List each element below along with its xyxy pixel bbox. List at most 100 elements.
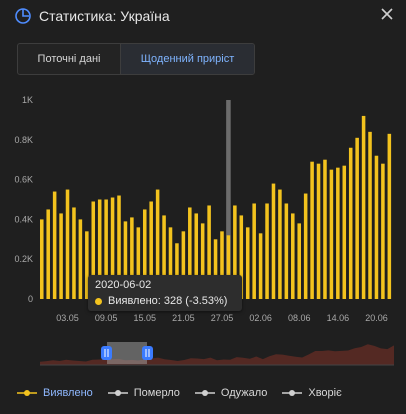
bar [252, 203, 256, 299]
x-tick-label: 20.06 [365, 313, 388, 323]
bar [355, 137, 359, 299]
legend-label: Хворіє [308, 387, 342, 399]
view-tabs: Поточні дані Щоденний приріст [17, 43, 255, 75]
bar [85, 231, 89, 299]
bar [220, 231, 224, 299]
navigator-area [40, 344, 394, 365]
bar [123, 221, 128, 299]
bar [117, 195, 121, 299]
tooltip-series-dot [95, 298, 102, 305]
range-navigator [40, 342, 394, 366]
bar [181, 231, 186, 299]
x-tick-label: 02.06 [249, 313, 272, 323]
bar [97, 199, 102, 299]
bar [72, 207, 76, 299]
navigator-right-handle[interactable] [142, 346, 153, 360]
x-tick-label: 27.05 [211, 313, 234, 323]
y-tick-label: 0.2K [14, 254, 33, 264]
tooltip-value: Виявлено: 328 (-3.53%) [108, 295, 228, 307]
bar [329, 169, 334, 299]
bar [200, 223, 205, 299]
bar [271, 183, 276, 299]
legend-label: Померло [133, 387, 180, 399]
bar [104, 199, 108, 299]
bar [175, 243, 179, 299]
y-tick-label: 0.4K [14, 214, 33, 224]
x-tick-label: 14.06 [327, 313, 350, 323]
bar [245, 227, 250, 299]
x-tick-label: 15.05 [133, 313, 156, 323]
bar [316, 163, 321, 299]
bar [387, 133, 392, 299]
legend-line-icon [194, 390, 215, 396]
bar [136, 227, 141, 299]
bar [162, 215, 166, 299]
close-icon[interactable] [379, 6, 395, 22]
bar [207, 205, 211, 299]
bar [168, 227, 173, 299]
bar [374, 155, 379, 299]
tab-current-data[interactable]: Поточні дані [18, 44, 121, 74]
bar [226, 235, 231, 299]
bar [213, 239, 218, 299]
bar [297, 223, 301, 299]
legend-label: Одужало [220, 387, 268, 399]
legend-item-detected[interactable]: Виявлено [16, 387, 93, 399]
bar [59, 213, 63, 299]
bar [233, 205, 237, 299]
bar [265, 203, 269, 299]
legend-label: Виявлено [43, 387, 93, 399]
bar [310, 161, 314, 299]
chart-tooltip: 2020-06-02 Виявлено: 328 (-3.53%) [88, 275, 242, 311]
legend-line-icon [107, 390, 128, 396]
y-tick-label: 1K [22, 95, 33, 105]
legend-item-sick[interactable]: Хворіє [281, 387, 342, 399]
bar [348, 147, 353, 299]
bar [142, 209, 147, 299]
y-tick-label: 0 [28, 294, 33, 304]
bar [381, 163, 385, 299]
bar [46, 209, 50, 299]
bar [110, 197, 115, 299]
hover-highlight-band [226, 100, 231, 299]
legend-item-recovered[interactable]: Одужало [194, 387, 268, 399]
bar [284, 203, 289, 299]
bar [361, 115, 366, 299]
bar [342, 165, 347, 299]
bar [323, 159, 327, 299]
navigator-left-handle[interactable] [101, 346, 112, 360]
window-header: Статистика: Україна [0, 0, 406, 32]
daily-bar-chart: 0 0.2K 0.4K 0.6K 0.8K 1K 03.05 09.05 15.05 21.05 2… [14, 95, 392, 323]
bar [239, 215, 244, 299]
bar [278, 189, 282, 299]
bar [78, 219, 83, 299]
bar [65, 189, 70, 299]
bar [40, 219, 44, 299]
legend-line-icon [282, 390, 303, 396]
statistics-icon [15, 8, 31, 24]
chart-legend: Виявлено Померло Одужало Хворіє [16, 387, 356, 399]
legend-item-deaths[interactable]: Померло [107, 387, 180, 399]
x-tick-label: 08.06 [288, 313, 311, 323]
y-tick-label: 0.6K [14, 175, 33, 185]
x-tick-label: 21.05 [172, 313, 195, 323]
selection-window[interactable] [107, 342, 147, 364]
bar [188, 207, 192, 299]
bar [291, 213, 295, 299]
bar [258, 233, 263, 299]
bar [336, 167, 340, 299]
bar [303, 193, 308, 299]
x-tick-label: 03.05 [56, 313, 79, 323]
bar [194, 213, 199, 299]
x-tick-label: 09.05 [95, 313, 118, 323]
tab-daily-growth[interactable]: Щоденний приріст [121, 44, 254, 74]
tooltip-date: 2020-06-02 [95, 279, 152, 291]
bar [149, 201, 153, 299]
bar [52, 191, 57, 299]
window-title: Статистика: Україна [39, 8, 170, 24]
y-tick-label: 0.8K [14, 135, 33, 145]
bar [91, 201, 96, 299]
legend-line-icon [17, 390, 37, 396]
bar [155, 189, 160, 299]
bar [368, 131, 372, 299]
